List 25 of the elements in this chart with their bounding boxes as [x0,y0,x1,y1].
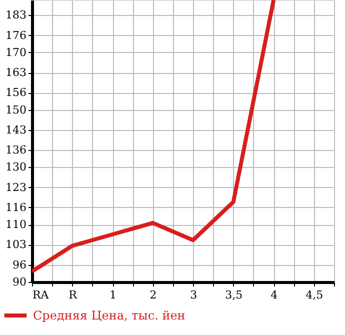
y-tick-label: 103 [6,238,26,252]
x-tick-label: RA [32,288,50,302]
x-tick-label: 4 [270,288,278,302]
legend-label: Средняя Цена, тыс. йен [33,308,186,322]
x-tick-label: 3 [190,288,198,302]
y-tick-label: 116 [6,200,26,214]
x-tick-label: 3,5 [225,288,243,302]
y-tick-label: 123 [6,180,26,194]
y-tick-label: 156 [6,86,26,100]
y-tick-label: 170 [6,46,26,59]
y-tick-label: 150 [6,103,26,116]
y-tick-label: 136 [6,144,26,157]
y-tick-label: 176 [6,28,26,42]
x-tick-label: 1 [110,288,117,302]
x-tick-label: 2 [150,288,157,302]
y-tick-label: 183 [6,8,26,22]
line-series [32,0,276,274]
y-tick-label: 130 [6,160,26,174]
x-tick-label: R [68,288,78,302]
y-tick-label: 110 [6,218,26,232]
x-tick-label: 4,5 [306,288,324,302]
y-tick-label: 163 [6,66,26,80]
y-tick-label: 96 [12,258,26,272]
y-tick-label: 90 [12,276,26,288]
y-tick-label: 143 [6,123,26,136]
